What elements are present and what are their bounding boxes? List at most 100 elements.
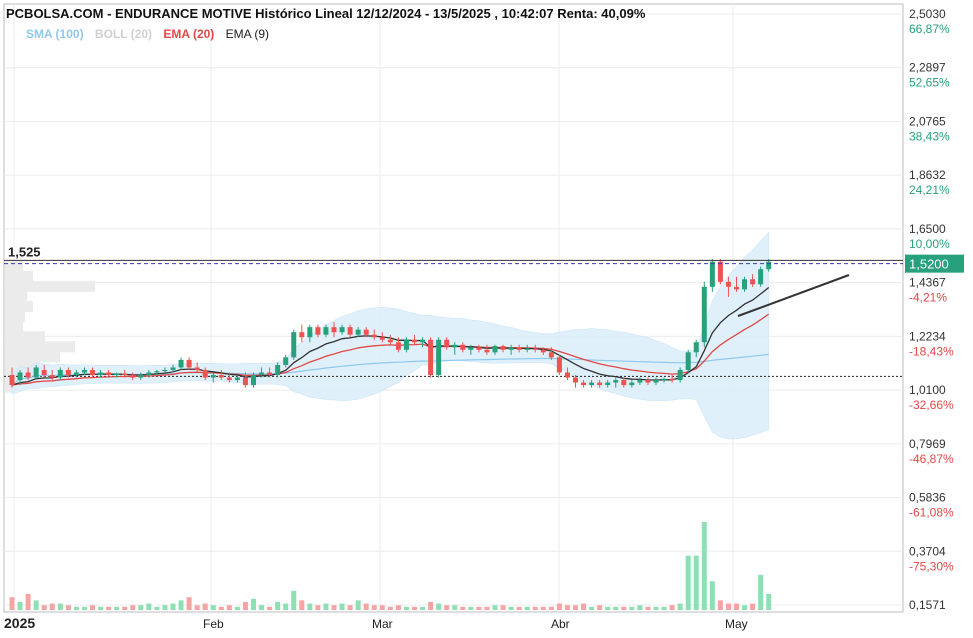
x-tick-label: Mar (372, 617, 393, 631)
candle-body (484, 349, 490, 353)
volume-bar (17, 602, 23, 610)
candle-body (283, 357, 289, 365)
candle-body (516, 347, 522, 350)
candle-body (251, 375, 256, 386)
volume-bar (98, 606, 104, 610)
y-tick-price: 2,0765 (909, 114, 946, 128)
candle-body (106, 372, 112, 376)
volume-bar (267, 606, 273, 610)
indicator-legend: SMA (100) BOLL (20) EMA (20) EMA (9) (26, 27, 277, 41)
legend-ema9[interactable]: EMA (9) (225, 27, 269, 41)
y-tick-pct: -32,66% (909, 398, 954, 412)
candle-body (210, 375, 216, 378)
volume-bar (476, 606, 482, 610)
volume-bar (597, 605, 603, 610)
legend-boll[interactable]: BOLL (20) (94, 27, 153, 41)
candle-body (645, 380, 651, 383)
volume-profile-bar (5, 290, 27, 302)
candle-body (242, 377, 248, 386)
volume-bar (283, 603, 289, 610)
volume-bar (484, 606, 490, 610)
volume-bar (218, 606, 224, 610)
volume-bar (162, 605, 168, 610)
trend-line (737, 274, 850, 317)
ema-20-line (11, 313, 770, 386)
volume-bar (331, 605, 337, 610)
candle-body (693, 342, 699, 353)
volume-bar (146, 603, 152, 610)
volume-profile-bar (5, 331, 45, 343)
candle-body (347, 327, 353, 335)
volume-bar (186, 597, 192, 610)
candle-body (476, 347, 482, 350)
volume-bar (122, 606, 128, 610)
volume-bar (468, 606, 474, 610)
volume-bar (669, 605, 675, 610)
volume-bar (661, 606, 667, 610)
y-tick-pct: 24,21% (909, 183, 950, 197)
y-tick-price: 1,8632 (909, 168, 946, 182)
y-tick-price: 1,2234 (909, 329, 946, 343)
volume-bar (81, 606, 87, 610)
volume-bar (41, 605, 47, 610)
candle-body (597, 382, 603, 386)
candle-body (98, 372, 104, 376)
candle-body (564, 372, 570, 378)
legend-sma[interactable]: SMA (100) (26, 27, 84, 41)
candle-body (613, 380, 619, 383)
candle-body (73, 372, 79, 376)
volume-bar (717, 600, 723, 610)
volume-bar (275, 602, 281, 610)
candle-body (25, 372, 31, 378)
candle-body (573, 377, 578, 383)
candle-body (685, 352, 691, 370)
volume-bar (500, 605, 506, 610)
candle-body (436, 339, 442, 376)
volume-profile-bar (5, 351, 60, 363)
legend-ema20[interactable]: EMA (20) (163, 27, 215, 41)
candle-body (299, 332, 305, 338)
candle-body (669, 378, 675, 381)
volume-bar (428, 602, 434, 610)
volume-bar (178, 600, 184, 610)
volume-bar (106, 606, 112, 610)
candle-body (661, 378, 667, 381)
candle-body (170, 367, 176, 370)
candle-body (154, 371, 160, 373)
candle-body (33, 367, 39, 378)
volume-bar (444, 605, 450, 610)
y-tick-price: 0,3704 (909, 544, 946, 558)
candle-body (444, 339, 450, 348)
candle-body (387, 339, 393, 343)
volume-profile-bar (5, 280, 95, 292)
volume-bar (403, 606, 409, 610)
y-tick-price: 1,6500 (909, 222, 946, 236)
volume-bar (154, 606, 160, 610)
y-tick-price: 1,4367 (909, 276, 946, 290)
candle-body (589, 382, 595, 386)
candle-body (65, 369, 71, 376)
last-price-label: 1,5200 (909, 257, 949, 272)
candle-body (629, 382, 635, 386)
candle-body (331, 327, 337, 333)
volume-bar (766, 594, 772, 610)
y-tick-pct: 52,65% (909, 76, 950, 90)
candle-body (403, 339, 409, 350)
y-tick-pct: 66,87% (909, 22, 950, 36)
candle-body (315, 327, 321, 335)
candle-body (637, 380, 643, 383)
candle-body (57, 369, 63, 378)
volume-bar (387, 606, 393, 610)
y-tick-price: 2,5030 (909, 7, 946, 21)
candle-body (122, 373, 128, 376)
candle-body (492, 346, 498, 353)
volume-bar (355, 600, 361, 610)
candle-body (323, 327, 329, 335)
volume-bar (73, 606, 79, 610)
candle-body (701, 286, 707, 343)
candle-body (339, 327, 345, 333)
volume-bar (709, 581, 715, 610)
volume-bar (33, 600, 39, 610)
